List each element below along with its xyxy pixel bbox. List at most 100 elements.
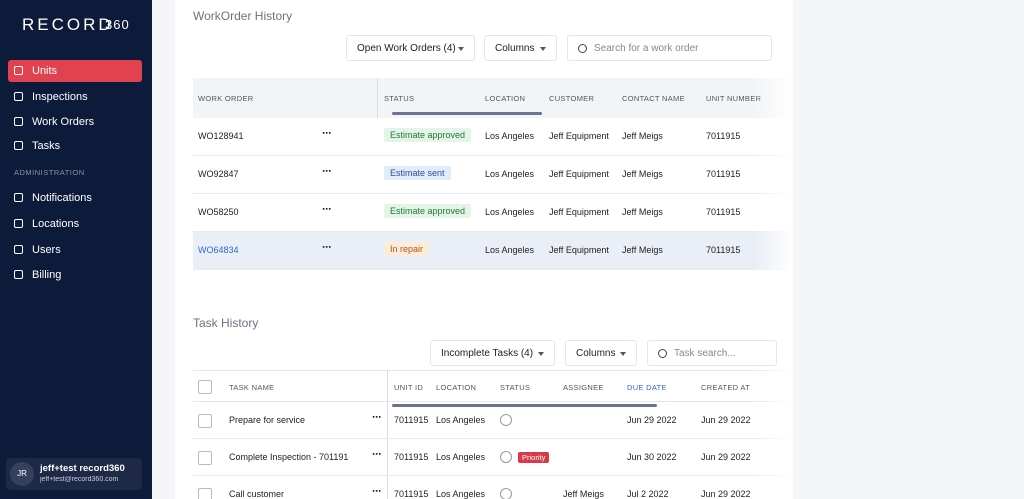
column-header[interactable]: LOCATION	[436, 383, 477, 392]
caret	[620, 352, 626, 356]
table-fade	[753, 78, 793, 270]
row-menu: ⋯	[322, 204, 331, 214]
nav-icon	[14, 219, 23, 228]
caret	[458, 47, 464, 51]
checkbox[interactable]	[198, 380, 212, 394]
table-row[interactable]	[193, 439, 793, 476]
checkbox[interactable]	[198, 488, 212, 499]
main-panel: WorkOrder History Open Work Orders (4) Col…	[175, 0, 793, 499]
checkbox[interactable]	[198, 414, 212, 428]
user-email: jeff+test@record360.com	[40, 476, 119, 483]
filter-label: Open Work Orders (4)	[357, 43, 456, 54]
table-row[interactable]	[193, 156, 793, 194]
table-row[interactable]	[193, 194, 793, 232]
nav-item[interactable]: Tasks	[8, 135, 142, 157]
column-header[interactable]: ASSIGNEE	[563, 383, 604, 392]
nav-icon	[14, 117, 23, 126]
status-chip: In repair	[384, 242, 430, 256]
unit-number: 7011915	[706, 169, 741, 179]
table-row[interactable]	[193, 118, 793, 156]
contact: Jeff Meigs	[622, 245, 663, 255]
column-header[interactable]: STATUS	[500, 383, 531, 392]
column-header[interactable]: UNIT ID	[394, 383, 424, 392]
work-order-id[interactable]: WO92847	[198, 169, 239, 179]
search-input[interactable]: Search for a work order	[567, 35, 772, 61]
work-order-id[interactable]: WO64834	[198, 245, 239, 255]
table-header	[193, 370, 793, 402]
nav-label: Billing	[32, 269, 62, 281]
status-chip: Estimate approved	[384, 204, 472, 218]
column-header[interactable]: CONTACT NAME	[622, 94, 685, 103]
column-header[interactable]: CREATED AT	[701, 383, 750, 392]
section-label: ADMINISTRATION	[14, 168, 85, 177]
unit-number: 7011915	[706, 245, 741, 255]
columns-button[interactable]: Columns	[565, 340, 637, 366]
logo-number: 360	[105, 17, 130, 32]
nav-item[interactable]: Billing	[8, 264, 142, 286]
nav-icon	[14, 245, 23, 254]
customer: Jeff Equipment	[549, 245, 609, 255]
location: Los Angeles	[485, 169, 535, 179]
nav-item[interactable]: Notifications	[8, 187, 142, 209]
unit-id: 7011915	[394, 415, 429, 425]
location: Los Angeles	[485, 131, 535, 141]
nav-icon	[14, 270, 23, 279]
caret	[538, 352, 544, 356]
column-header[interactable]: LOCATION	[485, 94, 526, 103]
checkbox[interactable]	[198, 451, 212, 465]
nav-label: Notifications	[32, 192, 92, 204]
filter-dropdown[interactable]: Incomplete Tasks (4)	[430, 340, 555, 366]
due-date: Jun 29 2022	[627, 415, 677, 425]
task-name[interactable]: Call customer	[229, 489, 285, 499]
work-order-id[interactable]: WO58250	[198, 207, 239, 217]
unit-number: 7011915	[706, 131, 741, 141]
table-row[interactable]	[193, 402, 793, 439]
row-menu: ⋯	[372, 486, 381, 496]
nav-icon	[14, 141, 23, 150]
row-menu: ⋯	[322, 128, 331, 138]
location: Los Angeles	[436, 452, 486, 462]
work-order-id[interactable]: WO128941	[198, 131, 244, 141]
search-input[interactable]: Task search...	[647, 340, 777, 366]
task-name[interactable]: Complete Inspection - 7011915	[229, 452, 349, 462]
status-icon	[500, 414, 512, 426]
nav-label: Work Orders	[32, 116, 95, 128]
assignee: Jeff Meigs	[563, 489, 604, 499]
nav-item[interactable]: Users	[8, 239, 142, 261]
filter-dropdown[interactable]: Open Work Orders (4)	[346, 35, 475, 61]
task-name[interactable]: Prepare for service	[229, 415, 306, 425]
location: Los Angeles	[436, 489, 486, 499]
pinned-divider	[387, 370, 388, 499]
location: Los Angeles	[485, 245, 535, 255]
user-box[interactable]: JR jeff+test record360 jeff+test@record360…	[6, 458, 142, 490]
search-placeholder: Task search...	[674, 348, 736, 359]
column-header[interactable]: WORK ORDER	[198, 94, 254, 103]
table-row[interactable]	[193, 232, 793, 270]
nav-label: Inspections	[32, 91, 88, 103]
column-header[interactable]: UNIT NUMBER	[706, 94, 762, 103]
nav-icon	[14, 193, 23, 202]
nav-icon	[14, 92, 23, 101]
nav-item[interactable]: Units	[8, 60, 142, 82]
status-chip: Estimate approved	[384, 128, 472, 142]
scrollbar	[392, 112, 542, 115]
nav-label: Locations	[32, 218, 80, 230]
customer: Jeff Equipment	[549, 169, 609, 179]
customer: Jeff Equipment	[549, 131, 609, 141]
filter-label: Incomplete Tasks (4)	[441, 348, 534, 359]
nav-item[interactable]: Locations	[8, 213, 142, 235]
columns-button[interactable]: Columns	[484, 35, 557, 61]
nav-item[interactable]: Inspections	[8, 86, 142, 108]
due-date: Jul 2 2022	[627, 489, 669, 499]
column-header[interactable]: STATUS	[384, 94, 415, 103]
column-header[interactable]: TASK NAME	[229, 383, 275, 392]
location: Los Angeles	[485, 207, 535, 217]
nav-item[interactable]: Work Orders	[8, 111, 142, 133]
column-header[interactable]: DUE DATE	[627, 383, 667, 392]
column-header[interactable]: CUSTOMER	[549, 94, 595, 103]
row-menu: ⋯	[322, 242, 331, 252]
unit-id: 7011915	[394, 489, 429, 499]
scrollbar	[392, 404, 657, 407]
contact: Jeff Meigs	[622, 169, 663, 179]
priority-tag: Priority	[518, 452, 550, 463]
